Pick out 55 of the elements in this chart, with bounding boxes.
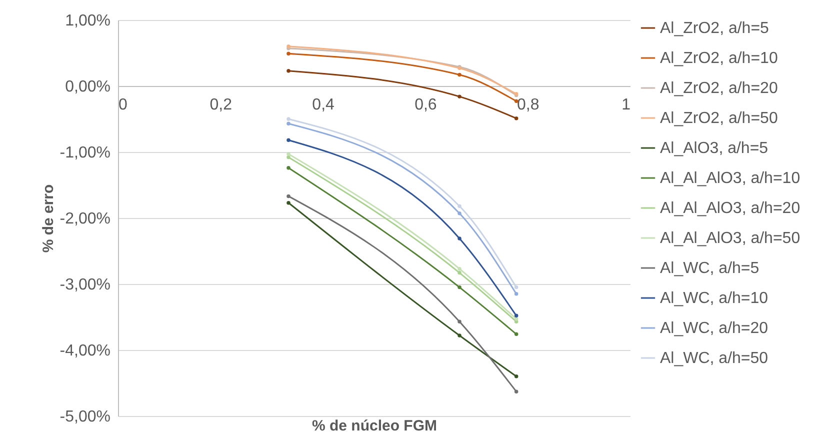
y-tick-label: -2,00% bbox=[60, 210, 110, 228]
x-tick-label: 0,4 bbox=[312, 96, 335, 114]
legend-label: Al_ZrO2, a/h=5 bbox=[660, 20, 770, 37]
point bbox=[458, 204, 462, 208]
x-tick-label: 0,8 bbox=[516, 96, 540, 114]
point bbox=[286, 138, 290, 142]
point bbox=[458, 212, 462, 216]
point bbox=[514, 285, 518, 290]
point bbox=[458, 270, 462, 275]
y-tick-label: 1,00% bbox=[65, 12, 110, 30]
x-tick-label: 0,6 bbox=[414, 96, 437, 114]
point bbox=[514, 332, 518, 336]
legend-label: Al_ZrO2, a/h=50 bbox=[660, 110, 778, 127]
x-tick-label: 1 bbox=[622, 96, 631, 114]
point bbox=[286, 122, 290, 126]
legend-label: Al_WC, a/h=5 bbox=[660, 260, 760, 277]
legend-label: Al_WC, a/h=50 bbox=[660, 350, 768, 367]
legend-label: Al_WC, a/h=10 bbox=[660, 290, 768, 307]
legend-label: Al_ZrO2, a/h=10 bbox=[660, 50, 778, 67]
point bbox=[514, 390, 518, 394]
legend-label: Al_Al_AlO3, a/h=50 bbox=[660, 230, 800, 247]
point bbox=[514, 314, 518, 318]
point bbox=[286, 152, 290, 156]
x-axis-title: % de núcleo FGM bbox=[312, 418, 438, 434]
legend-label: Al_ZrO2, a/h=20 bbox=[660, 80, 778, 97]
point bbox=[458, 94, 462, 98]
point bbox=[458, 236, 462, 240]
legend-label: Al_Al_AlO3, a/h=20 bbox=[660, 200, 800, 217]
legend-label: Al_WC, a/h=20 bbox=[660, 320, 768, 337]
y-tick-label: -1,00% bbox=[60, 144, 110, 162]
point bbox=[514, 374, 518, 378]
point bbox=[286, 52, 290, 56]
point bbox=[286, 166, 290, 170]
point bbox=[514, 292, 518, 296]
x-tick-label: 0 bbox=[118, 96, 128, 114]
point bbox=[458, 285, 462, 290]
y-tick-label: -4,00% bbox=[60, 342, 110, 360]
y-tick-label: 0,00% bbox=[65, 78, 110, 96]
point bbox=[458, 334, 462, 338]
point bbox=[286, 155, 290, 160]
y-tick-label: -3,00% bbox=[60, 276, 110, 294]
point bbox=[458, 266, 462, 271]
point bbox=[458, 72, 462, 77]
legend-label: Al_AlO3, a/h=5 bbox=[660, 140, 768, 157]
point bbox=[286, 68, 290, 73]
y-axis-title: % de erro bbox=[40, 184, 57, 253]
legend-label: Al_Al_AlO3, a/h=10 bbox=[660, 170, 800, 187]
point bbox=[286, 194, 290, 198]
point bbox=[514, 317, 518, 321]
x-tick-label: 0,2 bbox=[210, 96, 232, 114]
point bbox=[286, 200, 290, 205]
y-tick-label: -5,00% bbox=[60, 408, 110, 426]
point bbox=[458, 320, 462, 324]
point bbox=[514, 116, 518, 120]
point bbox=[286, 117, 290, 121]
